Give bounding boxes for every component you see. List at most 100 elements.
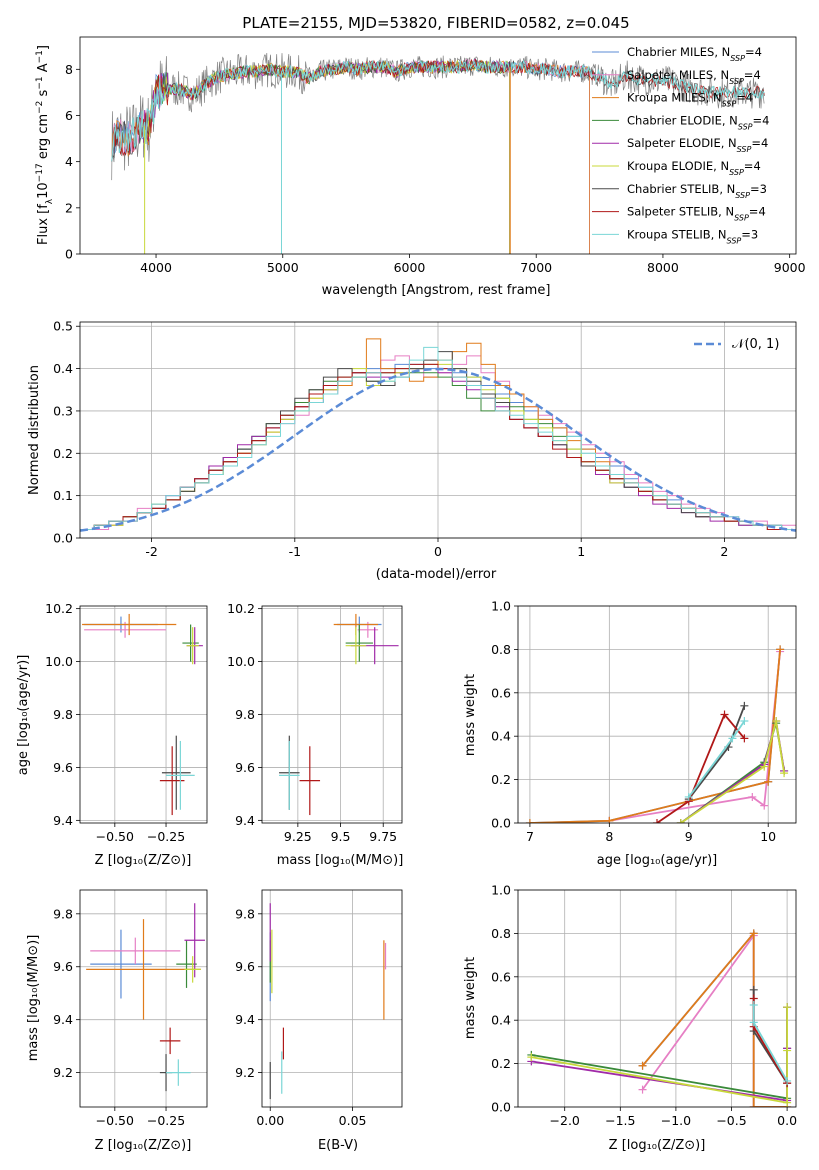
y-tick-label: 1.0	[491, 599, 511, 614]
y-tick-label: 10.0	[45, 654, 73, 669]
x-tick-label: 8000	[647, 260, 679, 275]
mass-weight-kroupa-elodie	[527, 1003, 792, 1107]
point-marker	[525, 819, 534, 823]
y-tick-label: 9.6	[235, 959, 255, 974]
mass-weight-kroupa-stelib	[749, 1001, 792, 1085]
series-line	[680, 720, 785, 823]
y-tick-label: 9.2	[53, 1065, 73, 1080]
spectrum-legend: Chabrier MILES, NSSP=4 Salpeter MILES, NS…	[592, 45, 769, 245]
point-marker	[605, 816, 614, 823]
y-axis-label: mass [log₁₀(M/M⊙)]	[26, 935, 41, 1062]
y-tick-label: 0.2	[491, 772, 511, 787]
point-salpeter-miles	[90, 937, 181, 965]
axes-frame	[79, 36, 797, 255]
x-tick-label: −0.50	[96, 1113, 134, 1128]
y-tick-label: 0.5	[53, 319, 73, 334]
y-tick-label: 0.2	[53, 446, 73, 461]
point-marker	[740, 717, 749, 726]
plot-area	[279, 613, 399, 816]
model-spectrum-kroupa-stelib	[111, 59, 765, 162]
point-marker	[748, 792, 757, 801]
point-kroupa-elodie	[186, 627, 199, 665]
x-tick-label: 0.05	[339, 1113, 367, 1128]
series-line	[531, 1007, 788, 1100]
x-tick-label: -2	[145, 544, 157, 559]
x-tick-label: 9000	[774, 260, 806, 275]
y-tick-label: 0.4	[53, 361, 73, 376]
point-chabrier-stelib	[161, 735, 191, 810]
point-marker	[749, 1001, 758, 1010]
point-marker	[740, 701, 749, 710]
legend-label: 𝒩(0, 1)	[732, 337, 779, 352]
y-tick-label: 9.4	[235, 1012, 255, 1027]
x-tick-label: 0	[434, 544, 442, 559]
axes-frame	[517, 889, 797, 1108]
y-tick-label: 8	[65, 62, 73, 77]
y-axis-label: Normed distribution	[27, 365, 42, 495]
point-marker	[776, 645, 785, 654]
x-axis-label: wavelength [Angstrom, rest frame]	[322, 283, 551, 298]
point-salpeter-stelib	[299, 746, 321, 816]
y-tick-label: 0.6	[491, 685, 511, 700]
x-axis-label: (data-model)/error	[376, 567, 497, 582]
legend-label: Salpeter MILES, NSSP=4	[627, 68, 761, 86]
plot-area	[527, 929, 792, 1107]
y-tick-label: 9.2	[235, 1065, 255, 1080]
y-tick-label: 0.4	[491, 729, 511, 744]
point-marker	[749, 1103, 758, 1107]
plot-area	[80, 338, 796, 532]
y-tick-label: 0.6	[491, 969, 511, 984]
y-tick-label: 9.6	[235, 760, 255, 775]
x-tick-label: 2	[720, 544, 728, 559]
y-tick-label: 0.2	[491, 1056, 511, 1071]
series-line	[531, 1007, 788, 1102]
y-tick-label: 9.8	[53, 906, 73, 921]
y-axis-label: age [log₁₀(age/yr)]	[16, 655, 31, 776]
point-kroupa-stelib	[279, 740, 300, 810]
y-tick-label: 4	[65, 154, 73, 169]
point-kroupa-miles	[86, 919, 201, 1020]
z-weight-axes: −2.0 −1.5 −1.0 −0.5 0.0 0.0 0.2 0.4 0.6 0.8 1.0	[491, 883, 797, 1129]
axes-frame	[261, 889, 403, 1108]
gaussian-curve	[80, 367, 796, 532]
mass-weight-salpeter-elodie	[527, 1003, 792, 1105]
legend-label: Salpeter STELIB, NSSP=4	[627, 205, 766, 223]
observed-spectrum	[111, 52, 765, 181]
y-tick-label: 9.6	[53, 760, 73, 775]
y-tick-label: 0.0	[53, 531, 73, 546]
x-tick-label: 7000	[520, 260, 552, 275]
x-tick-label: 9	[685, 829, 693, 844]
y-tick-label: 1.0	[491, 883, 511, 898]
x-tick-label: −2.0	[550, 1113, 580, 1128]
series-line	[752, 1005, 788, 1082]
mass-weight-kroupa-stelib	[684, 717, 749, 801]
legend-label: Chabrier STELIB, NSSP=3	[627, 182, 767, 200]
x-tick-label: 0.00	[256, 1113, 284, 1128]
point-marker	[638, 1085, 647, 1094]
x-tick-label: −0.25	[147, 829, 185, 844]
point-marker	[684, 792, 693, 801]
y-tick-label: 0.0	[491, 1100, 511, 1115]
point-salpeter-stelib	[159, 1027, 181, 1055]
x-axis-label: E(B-V)	[318, 1138, 358, 1153]
age-weight-axes: 7 8 9 10 0.0 0.2 0.4 0.6 0.8 1.0	[491, 599, 797, 844]
point-marker	[749, 929, 758, 938]
y-tick-label: 10.2	[227, 601, 255, 616]
y-tick-label: 9.4	[53, 1012, 73, 1027]
x-tick-label: 5000	[267, 260, 299, 275]
y-axis-label: Flux [fλ10−17 erg cm−2 s−1 A−1]	[35, 45, 55, 245]
legend-label: Chabrier ELODIE, NSSP=4	[627, 113, 769, 130]
mass-weight-salpeter-stelib	[653, 710, 749, 823]
point-marker	[527, 1053, 536, 1062]
x-axis-label: Z [log₁₀(Z/Z⊙)]	[95, 853, 192, 868]
y-tick-label: 0.8	[491, 926, 511, 941]
point-marker	[783, 1046, 792, 1055]
spectrum-axes: 4000 5000 6000 7000 8000 9000 0 2 4 6 8	[65, 36, 806, 275]
point-marker	[764, 777, 773, 786]
y-tick-label: 0.0	[491, 816, 511, 831]
plot-area	[525, 645, 789, 823]
mass-weight-chabrier-stelib	[749, 985, 792, 1088]
legend-label: Kroupa MILES, NSSP=4	[627, 91, 753, 109]
plot-area	[111, 52, 765, 254]
